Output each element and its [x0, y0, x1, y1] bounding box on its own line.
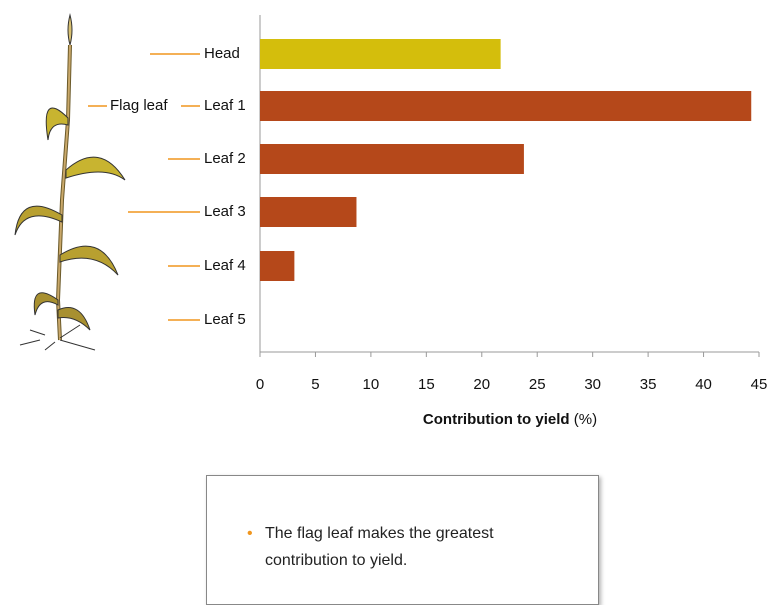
x-axis-label: Contribution to yield [423, 411, 570, 428]
bar [260, 197, 357, 227]
y-tick-label: Leaf 1 [204, 97, 246, 114]
x-axis-title: Contribution to yield (%) [423, 411, 597, 428]
text-box: The flag leaf makes the greatest contrib… [206, 475, 599, 605]
x-tick-label: 25 [529, 376, 546, 393]
x-tick-label: 20 [473, 376, 490, 393]
bullet-list: The flag leaf makes the greatest contrib… [207, 520, 598, 574]
bullet: The flag leaf makes the greatest contrib… [247, 520, 535, 574]
x-tick-label: 45 [751, 376, 768, 393]
x-tick-label: 35 [640, 376, 657, 393]
y-tick-label: Leaf 4 [204, 257, 246, 274]
y-tick-label: Leaf 5 [204, 311, 246, 328]
annotation: Flag leaf [110, 97, 168, 114]
y-tick-label: Leaf 3 [204, 203, 246, 220]
y-tick-label: Head [204, 45, 240, 62]
y-tick-label: Leaf 2 [204, 150, 246, 167]
x-tick-label: 10 [363, 376, 380, 393]
x-tick-label: 40 [695, 376, 712, 393]
bar [260, 251, 295, 281]
plant-illustration [14, 13, 126, 351]
leader-lines [88, 53, 200, 321]
x-tick-label: 0 [256, 376, 264, 393]
bar [260, 144, 524, 174]
bar [260, 91, 752, 121]
x-tick-label: 15 [418, 376, 435, 393]
x-axis-unit: (%) [574, 411, 597, 428]
x-tick-label: 5 [311, 376, 319, 393]
x-tick-label: 30 [584, 376, 601, 393]
chart: Flag leaf Contribution to yield (%) 0 5 10… [14, 13, 768, 428]
bar [260, 39, 501, 69]
